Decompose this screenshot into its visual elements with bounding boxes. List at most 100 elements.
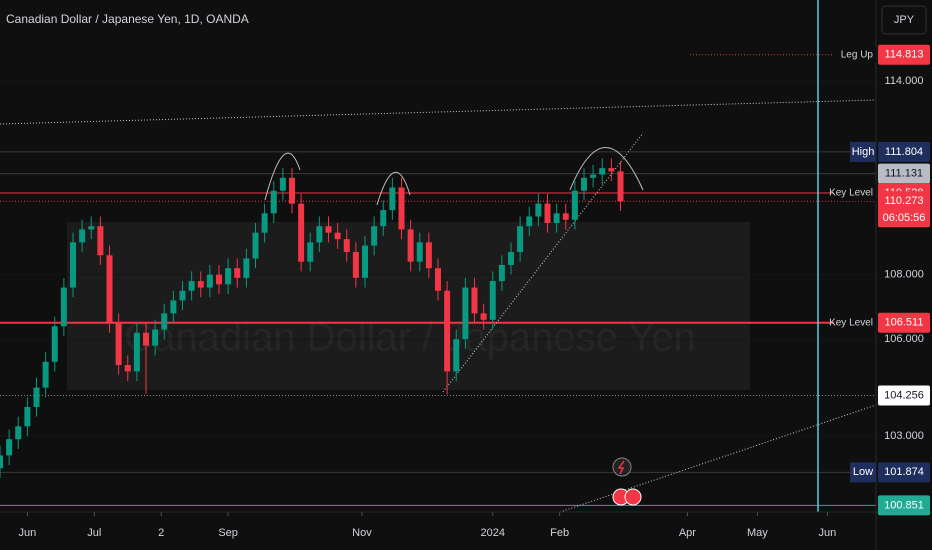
- candle-body: [389, 187, 396, 211]
- candle-body: [617, 171, 624, 202]
- candle-body: [279, 177, 286, 191]
- price-tag-label: 110.273: [885, 195, 924, 207]
- candle-body: [170, 300, 177, 314]
- level-name: Key Level: [829, 317, 873, 328]
- x-tick-label: Jun: [19, 527, 37, 539]
- price-tag-label: 104.256: [884, 389, 924, 401]
- candle-body: [599, 168, 606, 175]
- candle-body: [225, 268, 232, 285]
- level-name-box: [850, 462, 876, 483]
- price-tag-label: 101.874: [884, 466, 924, 478]
- candle-body: [289, 177, 295, 204]
- price-tag: [878, 312, 930, 333]
- candle-body: [489, 281, 496, 320]
- candle-body: [197, 281, 204, 288]
- candle-body: [179, 290, 186, 301]
- event-icon[interactable]: [612, 457, 632, 477]
- candle-body: [70, 242, 76, 288]
- price-tag: [878, 163, 930, 184]
- price-tag: [878, 462, 930, 483]
- candle-body: [261, 213, 268, 233]
- candle-body: [462, 287, 469, 340]
- arc: [569, 147, 644, 191]
- candle-body: [316, 226, 323, 243]
- event-icon-bolt: [617, 460, 625, 475]
- level-name: Low: [853, 466, 873, 478]
- candle-body: [216, 274, 222, 285]
- countdown: 06:05:56: [883, 212, 926, 224]
- candle-body: [380, 210, 387, 227]
- candle-body: [252, 232, 259, 259]
- candle-body: [471, 287, 478, 314]
- price-tag: [878, 141, 930, 162]
- level-name-box: [834, 185, 876, 202]
- candle-body: [33, 387, 40, 407]
- candle-body: [508, 252, 514, 265]
- candle-body: [298, 203, 305, 262]
- candle-body: [444, 290, 451, 372]
- x-tick-label: 2: [158, 527, 164, 539]
- candle-body: [398, 187, 405, 230]
- candle-body: [206, 274, 213, 288]
- price-tag-label: 111.804: [885, 146, 923, 158]
- candle-body: [88, 226, 95, 230]
- candle-body: [608, 168, 615, 172]
- currency-button[interactable]: [881, 5, 927, 35]
- x-tick-label: May: [747, 527, 768, 539]
- price-tag-label: 106.511: [885, 317, 924, 329]
- candle-body: [416, 242, 423, 262]
- candle-body: [24, 406, 31, 427]
- candle-body: [371, 226, 378, 246]
- candle-body: [307, 242, 314, 262]
- x-tick-label: Apr: [679, 527, 696, 539]
- candle-body: [124, 364, 131, 372]
- price-tag: [878, 495, 930, 516]
- candle-body: [334, 232, 341, 240]
- price-tag-label: 100.851: [884, 499, 924, 511]
- x-tick-label: 2024: [481, 527, 505, 539]
- price-tag: [878, 191, 930, 228]
- level-name: High: [852, 146, 875, 158]
- trend-line: [442, 132, 644, 393]
- candle-body: [270, 190, 277, 214]
- candle-body: [581, 177, 587, 191]
- axes: 114.000 108.000 106.000 103.000 Jun Jul 2 Sep No…: [19, 44, 930, 539]
- candle-body: [6, 439, 13, 456]
- candle-body: [325, 226, 332, 233]
- candle-body: [435, 268, 441, 291]
- level-name-box: [850, 141, 876, 162]
- x-tick-label: Jun: [818, 527, 836, 539]
- price-tag: [878, 44, 930, 65]
- candle-body: [553, 213, 560, 224]
- price-tag: [878, 385, 930, 406]
- candle-body: [407, 229, 414, 262]
- level-name-box: [834, 314, 876, 331]
- candle-body: [42, 361, 49, 388]
- candle-body: [234, 268, 241, 278]
- candle-body: [133, 332, 140, 372]
- candle-body: [60, 287, 67, 327]
- candle-body: [480, 313, 487, 320]
- arc: [264, 152, 301, 201]
- level-name: Key Level: [829, 188, 873, 199]
- x-tick-label: Sep: [218, 527, 238, 539]
- candle-body: [115, 323, 122, 365]
- candle-body: [188, 281, 195, 291]
- y-tick-label: 114.000: [885, 75, 924, 87]
- x-tick-label: Jul: [87, 527, 101, 539]
- candle-body: [79, 229, 86, 243]
- level-name-box: [834, 46, 876, 63]
- levels: [0, 54, 876, 506]
- candle-body: [571, 190, 578, 220]
- candle-body: [152, 329, 159, 346]
- candle-body: [535, 203, 542, 217]
- candle-body: [97, 226, 104, 256]
- candle-body: [15, 426, 22, 440]
- candle-body: [51, 326, 58, 362]
- level-name: Leg Up: [841, 49, 874, 60]
- event-icon[interactable]: [624, 488, 642, 506]
- candle-body: [106, 255, 113, 324]
- arc: [376, 172, 411, 206]
- price-tag-label: 114.813: [885, 49, 924, 61]
- candle-body: [526, 216, 533, 227]
